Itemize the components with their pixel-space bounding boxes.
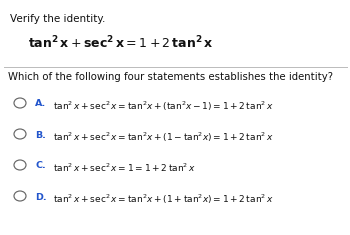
Text: $\mathrm{tan}^{2}\,x + \mathrm{sec}^{2}\,x = \mathrm{tan}^{2}x + (\mathrm{tan}^{: $\mathrm{tan}^{2}\,x + \mathrm{sec}^{2}\… bbox=[53, 99, 274, 113]
Text: B.: B. bbox=[35, 130, 46, 140]
Text: $\mathbf{tan}^{\mathbf{2}}\,\mathbf{x} + \mathbf{sec}^{\mathbf{2}}\,\mathbf{x} =: $\mathbf{tan}^{\mathbf{2}}\,\mathbf{x} +… bbox=[28, 35, 214, 52]
Text: Which of the following four statements establishes the identity?: Which of the following four statements e… bbox=[8, 72, 333, 82]
Text: D.: D. bbox=[35, 192, 47, 201]
Text: $\mathrm{tan}^{2}\,x + \mathrm{sec}^{2}\,x = \mathrm{tan}^{2}x + (1 - \mathrm{ta: $\mathrm{tan}^{2}\,x + \mathrm{sec}^{2}\… bbox=[53, 130, 274, 144]
Text: A.: A. bbox=[35, 99, 46, 109]
Text: $\mathrm{tan}^{2}\,x + \mathrm{sec}^{2}\,x = 1 = 1 + 2\,\mathrm{tan}^{2}\,x$: $\mathrm{tan}^{2}\,x + \mathrm{sec}^{2}\… bbox=[53, 161, 196, 174]
Text: Verify the identity.: Verify the identity. bbox=[10, 14, 105, 24]
Text: $\mathrm{tan}^{2}\,x + \mathrm{sec}^{2}\,x = \mathrm{tan}^{2}x + (1 + \mathrm{ta: $\mathrm{tan}^{2}\,x + \mathrm{sec}^{2}\… bbox=[53, 192, 274, 206]
Text: C.: C. bbox=[35, 161, 46, 171]
